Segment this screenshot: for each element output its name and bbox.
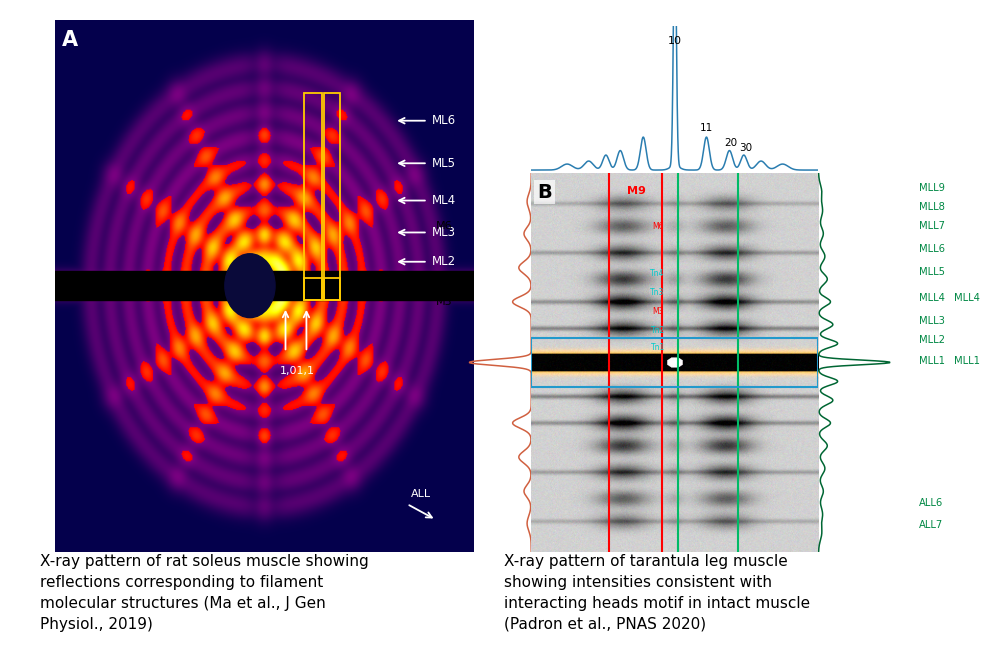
Text: M3: M3 [652, 307, 663, 316]
Text: M6: M6 [436, 221, 453, 231]
Text: Tn1: Tn1 [650, 343, 664, 352]
Bar [51, 271, 478, 300]
Bar [325, 93, 340, 300]
Text: MLL7: MLL7 [919, 221, 946, 231]
Text: MLL5: MLL5 [919, 266, 946, 276]
Text: ALL: ALL [411, 488, 431, 499]
Text: MLL6: MLL6 [919, 244, 946, 254]
Text: ML3: ML3 [431, 226, 456, 239]
Text: Tn2: Tn2 [650, 326, 664, 335]
Bar [677, 171, 738, 554]
Text: Tn3: Tn3 [650, 288, 665, 297]
Text: ML5: ML5 [431, 157, 456, 170]
Text: B: B [537, 182, 551, 202]
Text: 1,01,1: 1,01,1 [279, 366, 314, 375]
Text: MLL1: MLL1 [955, 355, 980, 366]
Text: MLL4: MLL4 [955, 293, 980, 303]
Text: ML1: ML1 [431, 282, 456, 295]
Bar [304, 93, 323, 300]
Text: MLL1: MLL1 [919, 355, 946, 366]
Text: X-ray pattern of tarantula leg muscle
showing intensities consistent with
intera: X-ray pattern of tarantula leg muscle sh… [504, 554, 810, 631]
Text: M6: M6 [652, 221, 663, 231]
Text: ML2: ML2 [431, 255, 456, 268]
Text: 20: 20 [725, 138, 738, 148]
Text: ML6: ML6 [431, 114, 456, 127]
Text: MLL3: MLL3 [919, 316, 944, 326]
Text: 11: 11 [700, 123, 713, 133]
Text: ML4: ML4 [431, 194, 456, 207]
Text: ALL7: ALL7 [919, 520, 943, 530]
Text: MLL2: MLL2 [919, 335, 946, 345]
Text: M9: M9 [627, 186, 645, 197]
Text: MLL8: MLL8 [919, 202, 944, 212]
Bar [325, 278, 340, 300]
Text: X-ray pattern of rat soleus muscle showing
reflections corresponding to filament: X-ray pattern of rat soleus muscle showi… [40, 554, 369, 631]
Text: 30: 30 [739, 142, 752, 153]
Text: A: A [61, 30, 78, 50]
Text: Tn4: Tn4 [650, 269, 665, 278]
Text: MLL9: MLL9 [919, 183, 946, 193]
Text: M3: M3 [436, 297, 453, 307]
Bar [609, 171, 662, 554]
Text: ALL6: ALL6 [919, 498, 943, 507]
Bar [304, 278, 323, 300]
Text: MLL4: MLL4 [919, 293, 944, 303]
Circle shape [225, 254, 275, 317]
Bar [531, 338, 818, 387]
Text: 10: 10 [668, 36, 681, 46]
